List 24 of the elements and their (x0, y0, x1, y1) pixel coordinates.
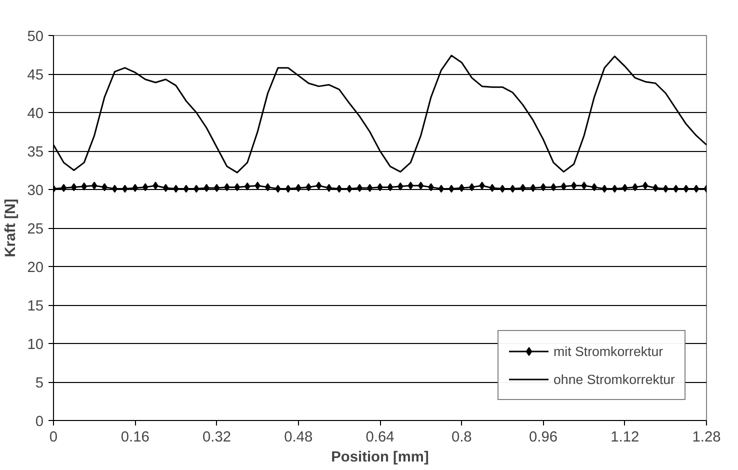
y-tick-label: 30 (27, 183, 44, 199)
x-tick-label: 0.96 (528, 430, 558, 446)
x-tick-label: 0.8 (451, 430, 472, 446)
y-tick-label: 20 (27, 260, 44, 276)
y-tick-label: 40 (27, 106, 44, 122)
y-tick-label: 35 (27, 144, 44, 160)
y-tick-label: 25 (27, 222, 44, 238)
y-tick-label: 0 (35, 414, 44, 430)
legend-label: mit Stromkorrektur (554, 344, 664, 358)
x-tick-label: 0.64 (366, 430, 394, 446)
y-axis-title: Kraft [N] (3, 198, 20, 258)
legend-label: ohne Stromkorrektur (554, 372, 675, 386)
x-tick-label: 0.16 (120, 430, 150, 446)
x-tick-label: 0 (49, 430, 58, 446)
y-tick-label: 15 (27, 298, 44, 314)
x-tick-label: 1.28 (692, 430, 721, 446)
y-tick-label: 50 (27, 29, 44, 45)
x-tick-label: 0.48 (284, 430, 313, 446)
y-tick-label: 5 (35, 376, 44, 392)
x-tick-label: 1.12 (610, 430, 640, 446)
x-tick-label: 0.32 (202, 430, 232, 446)
y-tick-label: 10 (27, 337, 44, 353)
x-axis-title: Position [mm] (331, 450, 429, 466)
y-tick-label: 45 (27, 68, 44, 84)
